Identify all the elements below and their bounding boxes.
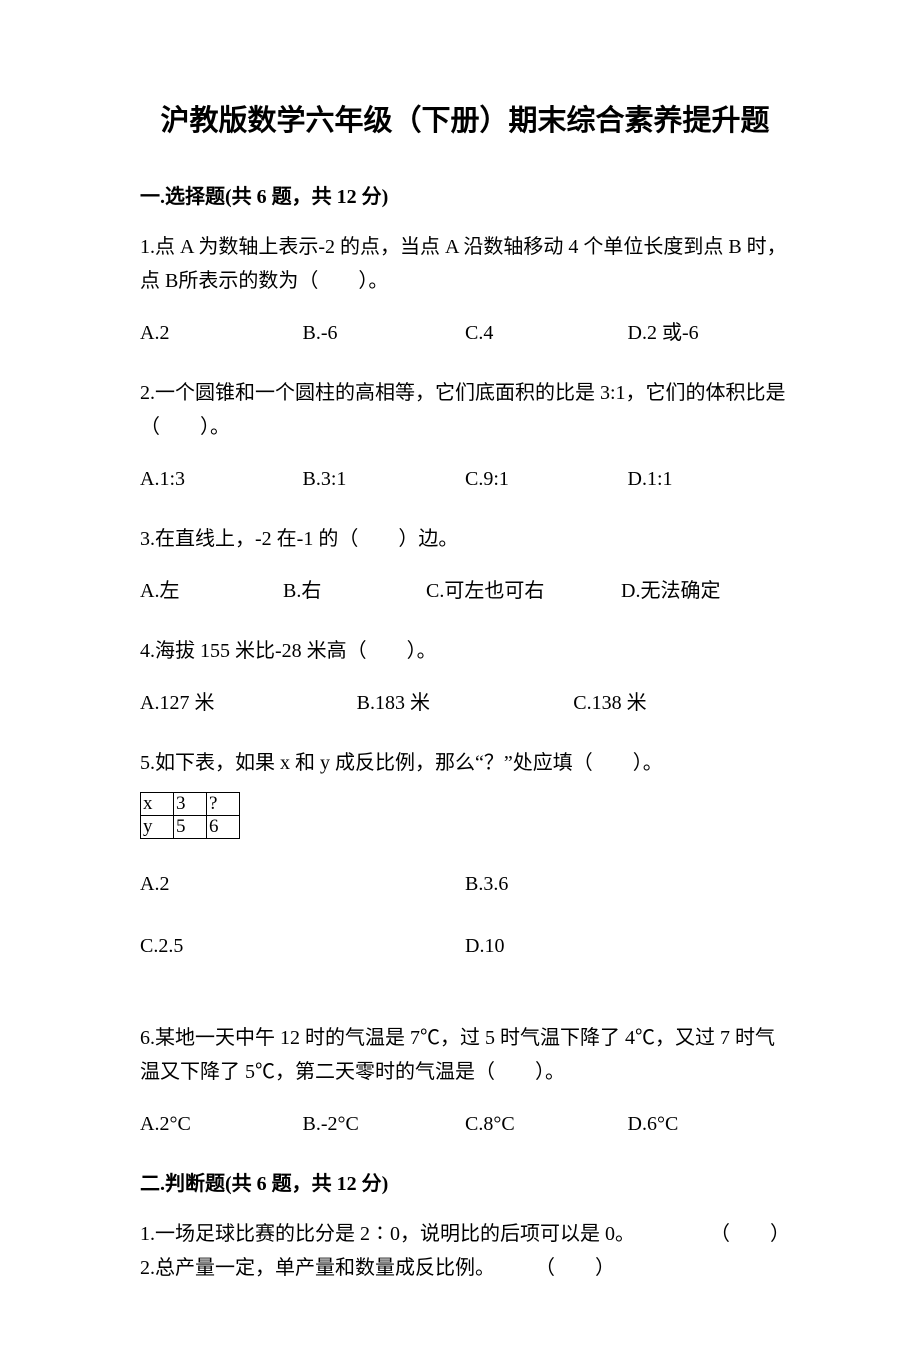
option-a: A.2 (140, 316, 303, 350)
question-4: 4.海拔 155 米比-28 米高（ ）。 A.127 米 B.183 米 C.… (140, 634, 790, 726)
question-1: 1.点 A 为数轴上表示-2 的点，当点 A 沿数轴移动 4 个单位长度到点 B… (140, 230, 790, 356)
question-4-options: A.127 米 B.183 米 C.138 米 (140, 686, 790, 720)
question-1-options: A.2 B.-6 C.4 D.2 或-6 (140, 316, 790, 350)
section-2-header: 二.判断题(共 6 题，共 12 分) (140, 1169, 790, 1199)
option-c: C.9:1 (465, 462, 628, 496)
question-5-text: 5.如下表，如果 x 和 y 成反比例，那么“？”处应填（ ）。 (140, 746, 790, 780)
tf-question-1: 1.一场足球比赛的比分是 2∶0，说明比的后项可以是 0。 （ ） (140, 1217, 790, 1251)
option-a: A.2°C (140, 1107, 303, 1141)
section-1-header: 一.选择题(共 6 题，共 12 分) (140, 182, 790, 212)
question-5-options: A.2 B.3.6 C.2.5 D.10 (140, 867, 790, 963)
cell: ? (207, 792, 240, 815)
question-3-options: A.左 B.右 C.可左也可右 D.无法确定 (140, 574, 790, 608)
question-2-text: 2.一个圆锥和一个圆柱的高相等，它们底面积的比是 3:1，它们的体积比是（ ）。 (140, 376, 790, 444)
cell: x (141, 792, 174, 815)
option-b: B.3.6 (465, 867, 790, 901)
option-b: B.183 米 (357, 686, 574, 720)
option-d: D.2 或-6 (628, 316, 791, 350)
tf-1-paren: （ ） (710, 1217, 790, 1251)
option-d: D.6°C (628, 1107, 791, 1141)
question-2-options: A.1:3 B.3:1 C.9:1 D.1:1 (140, 462, 790, 496)
option-a: A.127 米 (140, 686, 357, 720)
exam-page: 沪教版数学六年级（下册）期末综合素养提升题 一.选择题(共 6 题，共 12 分… (0, 0, 920, 1345)
option-b: B.右 (283, 574, 426, 608)
cell: y (141, 815, 174, 838)
tf-question-2: 2.总产量一定，单产量和数量成反比例。 （ ） (140, 1251, 790, 1285)
question-6-options: A.2°C B.-2°C C.8°C D.6°C (140, 1107, 790, 1141)
cell: 3 (174, 792, 207, 815)
question-4-text: 4.海拔 155 米比-28 米高（ ）。 (140, 634, 790, 668)
cell: 5 (174, 815, 207, 838)
option-c: C.138 米 (573, 686, 790, 720)
question-6: 6.某地一天中午 12 时的气温是 7℃，过 5 时气温下降了 4℃，又过 7 … (140, 1021, 790, 1147)
question-6-text: 6.某地一天中午 12 时的气温是 7℃，过 5 时气温下降了 4℃，又过 7 … (140, 1021, 790, 1089)
xy-table: x 3 ? y 5 6 (140, 792, 240, 839)
table-row: y 5 6 (141, 815, 240, 838)
option-d: D.10 (465, 929, 790, 963)
question-1-text: 1.点 A 为数轴上表示-2 的点，当点 A 沿数轴移动 4 个单位长度到点 B… (140, 230, 790, 298)
option-c: C.2.5 (140, 929, 465, 963)
option-b: B.3:1 (303, 462, 466, 496)
question-2: 2.一个圆锥和一个圆柱的高相等，它们底面积的比是 3:1，它们的体积比是（ ）。… (140, 376, 790, 502)
option-a: A.左 (140, 574, 283, 608)
question-3: 3.在直线上，-2 在-1 的（ ）边。 A.左 B.右 C.可左也可右 D.无… (140, 522, 790, 614)
option-c: C.8°C (465, 1107, 628, 1141)
option-c: C.4 (465, 316, 628, 350)
question-3-text: 3.在直线上，-2 在-1 的（ ）边。 (140, 522, 790, 556)
option-b: B.-2°C (303, 1107, 466, 1141)
cell: 6 (207, 815, 240, 838)
option-a: A.2 (140, 867, 465, 901)
option-b: B.-6 (303, 316, 466, 350)
page-title: 沪教版数学六年级（下册）期末综合素养提升题 (140, 100, 790, 144)
option-d: D.无法确定 (621, 574, 790, 608)
question-5: 5.如下表，如果 x 和 y 成反比例，那么“？”处应填（ ）。 x 3 ? y… (140, 746, 790, 991)
tf-1-text: 1.一场足球比赛的比分是 2∶0，说明比的后项可以是 0。 (140, 1217, 710, 1251)
option-c: C.可左也可右 (426, 574, 621, 608)
option-a: A.1:3 (140, 462, 303, 496)
option-d: D.1:1 (628, 462, 791, 496)
table-row: x 3 ? (141, 792, 240, 815)
